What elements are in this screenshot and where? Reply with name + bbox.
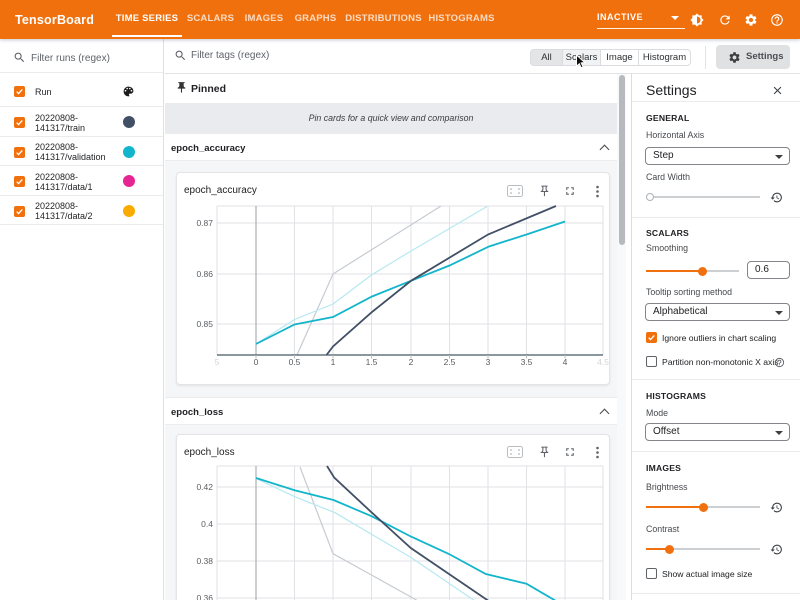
svg-text:0.42: 0.42 [196,482,213,492]
svg-text:0.85: 0.85 [196,319,213,329]
svg-text:2: 2 [409,357,414,367]
svg-text:0.5: 0.5 [289,357,301,367]
svg-text:1: 1 [331,357,336,367]
svg-text:3.5: 3.5 [521,357,533,367]
svg-text:0.38: 0.38 [196,556,213,566]
svg-text:1.5: 1.5 [366,357,378,367]
svg-text:0.36: 0.36 [196,593,213,600]
svg-text:4.5: 4.5 [597,357,609,367]
svg-text:0.86: 0.86 [196,269,213,279]
svg-text:3: 3 [486,357,491,367]
svg-text:2.5: 2.5 [444,357,456,367]
svg-text:0: 0 [254,357,259,367]
svg-text:4: 4 [563,357,568,367]
svg-text:5: 5 [215,357,220,367]
svg-text:0.87: 0.87 [196,218,213,228]
svg-text:0.4: 0.4 [201,519,213,529]
